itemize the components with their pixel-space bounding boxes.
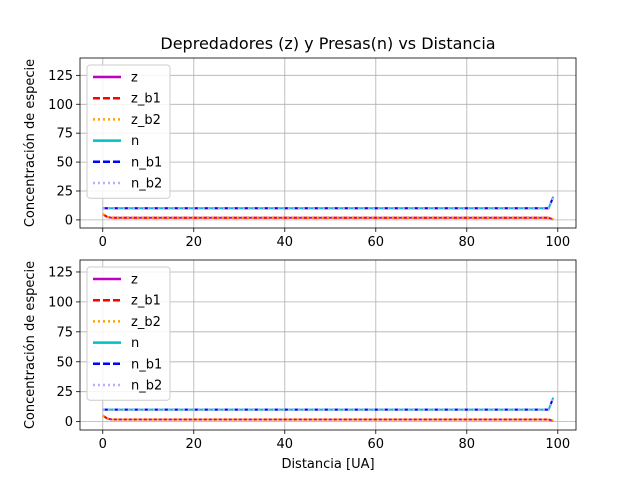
subplot-2-y-axis-label: Concentración de especie [23,261,38,429]
subplot-1-legend-label-n: n [131,134,139,149]
subplot-1-x-tick-label: 100 [545,235,570,250]
subplot-2-x-tick-label: 40 [277,437,294,452]
subplot-1-x-tick-label: 80 [459,235,476,250]
subplot-2-x-tick-label: 60 [368,437,385,452]
subplot-1-y-tick-label: 0 [65,213,73,228]
subplot-2-legend-label-n-b2: n_b2 [131,379,162,394]
subplot-1-legend: z z_b1 z_b2n n_b1 n_b2 [86,64,171,199]
subplot-2-x-tick-label: 80 [459,437,476,452]
bottom-subplot: 0 20 40 60 80 100 0 25 50 75 100 125 Concentración d… [23,259,577,452]
subplot-2-legend: z z_b1 z_b2n n_b1 n_b2 [86,266,171,401]
subplot-1-series-line-n-b2 [102,196,555,210]
subplot-1-y-tick-label: 75 [56,127,73,142]
subplot-1-axes-frame [79,57,577,229]
subplot-2-x-tick-label: 20 [186,437,203,452]
subplot-2-legend-label-z-b1: z_b1 [131,294,161,309]
subplot-1-legend-label-z-b1: z_b1 [131,92,161,107]
subplot-2-y-tick-label: 100 [48,295,73,310]
subplot-2-x-tick-label: 0 [99,437,107,452]
top-subplot: 0 20 40 60 80 100 0 25 50 75 100 125 Concentración d… [23,57,577,250]
subplot-1-legend-label-n-b1: n_b1 [131,155,162,170]
subplot-1-legend-label-n-b2: n_b2 [131,177,162,192]
subplot-2-y-tick-label: 0 [65,415,73,430]
subplot-1-y-tick-label: 25 [56,185,73,200]
subplot-2-y-tick-label: 50 [56,355,73,370]
subplot-1-x-tick-label: 60 [368,235,385,250]
x-axis-label: Distancia [UA] [281,457,374,472]
subplot-2-axes-frame [79,259,577,431]
subplot-1-x-tick-label: 20 [186,235,203,250]
subplot-2-legend-label-z: z [131,273,138,288]
subplot-2-y-tick-label: 75 [56,325,73,340]
subplot-1-legend-label-z-b2: z_b2 [131,113,161,128]
subplot-1-y-axis-label: Concentración de especie [23,59,38,227]
subplot-2-series-line-z-b2 [102,414,554,422]
subplot-1-series-line-z-b2 [102,213,554,221]
subplot-1-y-tick-label: 50 [56,156,73,171]
subplot-2-legend-label-n: n [131,336,139,351]
subplot-2-series-line-n-b2 [102,397,555,411]
subplot-2-legend-label-z-b2: z_b2 [131,315,161,330]
subplot-1-x-tick-label: 0 [99,235,107,250]
subplot-1-legend-label-z: z [131,71,138,86]
subplot-2-y-tick-label: 125 [48,266,73,281]
figure-title: Depredadores (z) y Presas(n) vs Distanci… [160,34,495,53]
subplot-2-legend-label-n-b1: n_b1 [131,357,162,372]
subplot-1-y-tick-label: 125 [48,69,73,84]
subplot-2-x-tick-label: 100 [545,437,570,452]
subplot-1-y-tick-label: 100 [48,98,73,113]
subplot-1-x-tick-label: 40 [277,235,294,250]
subplot-2-y-tick-label: 25 [56,385,73,400]
